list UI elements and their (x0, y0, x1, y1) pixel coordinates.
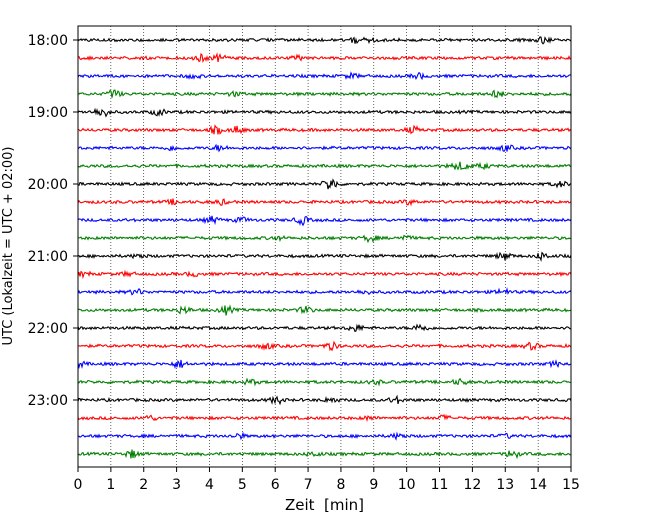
trace-2300 (77, 394, 572, 406)
plot-frame (77, 25, 572, 468)
x-tick-label: 12 (463, 477, 481, 493)
y-axis-label: UTC (Lokalzeit = UTC + 02:00) (1, 147, 16, 346)
trace-2030 (77, 215, 572, 227)
x-tick-label: 11 (431, 477, 449, 493)
trace-2200 (77, 323, 572, 333)
trace-2100 (77, 251, 572, 263)
x-tick-label: 5 (238, 477, 247, 493)
trace-2045 (77, 234, 572, 244)
trace-2230 (77, 359, 572, 370)
trace-2115 (77, 269, 572, 280)
trace-1830 (77, 71, 572, 81)
x-tick-label: 6 (271, 477, 280, 493)
x-tick-label: 4 (205, 477, 214, 493)
x-tick-label: 1 (106, 477, 115, 493)
x-tick-label: 8 (336, 477, 345, 493)
trace-2245 (77, 377, 572, 387)
x-axis-label: Zeit [min] (285, 496, 364, 514)
x-tick-label: 0 (74, 477, 83, 493)
trace-2145 (77, 304, 572, 316)
trace-1815 (77, 52, 572, 64)
trace-2315 (77, 413, 572, 422)
y-axis-ticks: 18:00 19:00 20:00 21:00 22:00 23:00 (28, 33, 78, 409)
x-tick-label: 14 (529, 477, 547, 493)
x-axis-ticks: 0 1 2 3 4 5 6 7 8 9 10 11 12 13 14 15 (74, 467, 580, 493)
x-tick-label: 2 (139, 477, 148, 493)
trace-2130 (77, 286, 572, 296)
x-tick-label: 15 (562, 477, 580, 493)
trace-1915 (77, 124, 572, 135)
y-tick-label: 23:00 (28, 393, 68, 409)
trace-2015 (77, 198, 572, 207)
x-tick-label: 10 (398, 477, 416, 493)
y-tick-label: 21:00 (28, 249, 68, 265)
plot-background (78, 26, 571, 467)
trace-2215 (77, 340, 572, 352)
trace-1800 (77, 36, 572, 45)
x-tick-label: 3 (172, 477, 181, 493)
trace-1930 (77, 143, 572, 153)
trace-2345 (77, 449, 572, 460)
trace-1845 (77, 89, 572, 99)
y-tick-label: 22:00 (28, 321, 68, 337)
trace-1945 (77, 161, 572, 171)
trace-2330 (77, 431, 572, 441)
y-tick-label: 18:00 (28, 33, 68, 49)
seismogram-traces (77, 36, 572, 460)
trace-2000 (77, 178, 572, 190)
x-tick-label: 13 (496, 477, 514, 493)
trace-1900 (77, 107, 572, 118)
x-tick-label: 7 (304, 477, 313, 493)
y-tick-label: 20:00 (28, 177, 68, 193)
y-tick-label: 19:00 (28, 105, 68, 121)
x-tick-label: 9 (369, 477, 378, 493)
